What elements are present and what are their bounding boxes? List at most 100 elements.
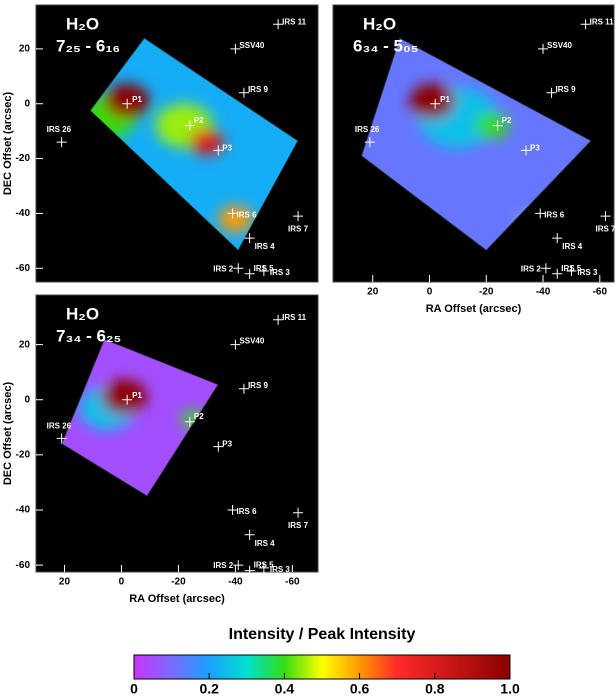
intensity-blob [474,112,509,139]
x-tick-label: -40 [536,287,551,298]
source-label: IRS 4 [562,242,583,251]
source-marker [273,19,284,30]
source-marker [238,87,249,98]
blob-layer [90,83,253,233]
x-tick-label: -20 [171,577,186,588]
panel-title: H₂O [363,14,396,33]
source-marker [184,416,195,427]
source-label: P2 [194,412,204,421]
source-label: IRS 4 [255,242,276,251]
source-marker [566,266,577,277]
source-label: P3 [222,440,232,449]
source-label: IRS 26 [47,421,72,430]
source-marker [227,208,238,219]
source-label: P2 [194,116,204,125]
source-marker [244,529,255,540]
source-marker [230,339,241,350]
y-tick-label: -40 [16,505,31,516]
source-label: IRS 9 [248,85,269,94]
source-label: P1 [132,95,142,104]
source-marker [293,211,304,222]
source-label: IRS 2 [213,561,234,570]
source-marker [546,87,557,98]
source-marker [535,208,546,219]
intensity-blob [218,205,253,233]
source-marker [492,120,503,131]
y-tick-label: -20 [16,153,31,164]
intensity-map [61,339,219,497]
panel-transition: 6₃₄ - 5₀₅ [353,36,418,55]
intensity-blob [189,128,224,156]
source-marker [244,268,255,279]
y-tick-label: 20 [19,44,31,55]
colorbar-tick-label: 0.4 [275,681,295,697]
source-marker [540,263,551,274]
panel-transition: 7₃₄ - 6₂₅ [56,326,121,345]
source-label: SSV40 [239,337,264,346]
colorbar-title: Intensity / Peak Intensity [229,626,416,643]
source-marker [244,565,255,576]
source-marker [552,233,563,244]
y-axis-label: DEC Offset (arcsec) [2,382,14,486]
blob-layer [78,379,205,431]
source-label: SSV40 [239,41,264,50]
source-marker [364,137,375,148]
panel-title: H₂O [66,304,99,323]
x-axis-label: RA Offset (arcsec) [426,303,522,315]
y-axis-label: DEC Offset (arcsec) [2,92,14,196]
colorbar-tick-label: 0.2 [199,681,219,697]
source-marker [258,562,269,573]
intensity-blob [409,83,456,119]
source-marker [122,98,133,109]
source-label: IRS 9 [248,381,269,390]
source-marker [273,314,284,325]
source-label: IRS 11 [282,313,307,322]
source-marker [238,383,249,394]
source-label: IRS 7 [288,521,309,530]
source-label: IRS 2 [213,264,234,273]
x-tick-label: 20 [367,287,379,298]
source-label: P1 [440,95,450,104]
source-marker [521,145,532,156]
source-label: P1 [132,391,142,400]
panel-transition: 7₂₅ - 6₁₆ [56,36,120,55]
source-label: IRS 26 [47,125,72,134]
map-base [61,339,219,497]
y-tick-label: -20 [16,450,31,461]
source-label: IRS 6 [544,211,565,220]
panel-title: H₂O [66,14,99,33]
source-label: IRS 3 [577,268,598,277]
x-tick-label: -60 [285,577,300,588]
source-label: IRS 11 [282,17,307,26]
source-marker [213,145,224,156]
colorbar-tick-label: 0.6 [350,681,370,697]
y-tick-label: 20 [19,339,31,350]
x-axis-label: RA Offset (arcsec) [129,593,225,605]
source-label: P3 [530,143,540,152]
colorbar-tick-label: 1.0 [500,681,520,697]
source-label: IRS 6 [237,507,258,516]
source-marker [244,233,255,244]
y-tick-label: 0 [24,98,30,109]
x-tick-label: 0 [427,287,433,298]
source-marker [233,263,244,274]
source-marker [56,137,67,148]
source-label: IRS 9 [556,85,577,94]
y-tick-label: -60 [16,263,31,274]
colorbar-tick-label: 0.8 [425,681,445,697]
source-label: IRS 7 [288,224,309,233]
y-tick-label: 0 [24,394,30,405]
intensity-map [90,37,299,251]
source-label: IRS 3 [270,268,291,277]
source-marker [227,504,238,515]
source-marker [56,433,67,444]
source-label: IRS 26 [355,125,380,134]
source-marker [580,19,591,30]
x-tick-label: -60 [593,287,608,298]
source-marker [430,98,441,109]
x-tick-label: 20 [59,577,71,588]
x-tick-label: -40 [228,577,243,588]
source-label: IRS 4 [255,539,276,548]
x-tick-label: -20 [479,287,494,298]
